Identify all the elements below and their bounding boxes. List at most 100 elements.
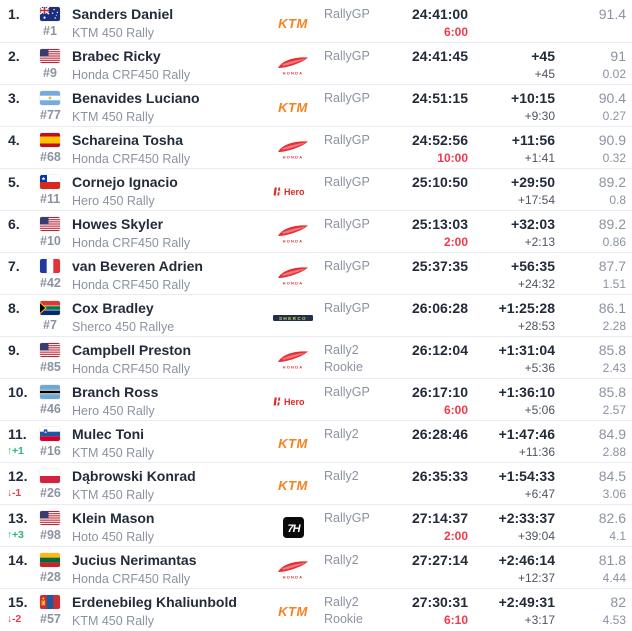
rider-name[interactable]: Cornejo Ignacio [72,174,178,190]
position: 2. [8,48,20,64]
table-row[interactable]: 7. #42 van Beveren Adrien Honda CRF450 R… [0,252,632,294]
table-row[interactable]: 12. ↓-1 #26 Dąbrowski Konrad KTM 450 Ral… [0,462,632,504]
score: 90.9 [598,132,626,148]
ktm-logo: KTM [271,100,315,115]
rider-name[interactable]: Erdenebileg Khaliunbold [72,594,237,610]
table-row[interactable]: 13. ↑+3 #98 Klein Mason Hoto 450 Rally 7… [0,504,632,546]
bike-model: Honda CRF450 Rally [72,236,191,250]
total-time: 26:28:46 [411,426,468,442]
category: Rally2 [324,427,359,441]
rider-name[interactable]: Dąbrowski Konrad [72,468,196,484]
score: 87.7 [598,258,626,274]
bike-model: Hoto 450 Rally [72,530,154,544]
honda-logo: HONDA [276,560,310,580]
gap-interval: +17:54 [517,193,555,207]
table-row[interactable]: 3. #77 Benavides Luciano KTM 450 Rally K… [0,84,632,126]
rider-name[interactable]: Brabec Ricky [72,48,161,64]
rider-name[interactable]: Campbell Preston [72,342,192,358]
score-gap: 0.8 [609,193,626,207]
bike-number: #26 [40,486,61,500]
gap-to-leader: +1:47:46 [498,426,555,442]
bike-model: KTM 450 Rally [72,614,154,628]
table-row[interactable]: 6. #10 Howes Skyler Honda CRF450 Rally H… [0,210,632,252]
flag-spain-icon [40,133,60,147]
gap-interval: +24:32 [517,277,555,291]
gap-interval: +45 [534,67,555,81]
gap-interval: +39:04 [517,529,555,543]
category: RallyGP [324,175,370,189]
bike-model: Honda CRF450 Rally [72,572,191,586]
table-row[interactable]: 10. #46 Branch Ross Hero 450 Rally Hero … [0,378,632,420]
subcategory: Rookie [324,360,363,374]
rider-name[interactable]: Schareina Tosha [72,132,184,148]
subcategory: Rookie [324,612,363,626]
category: RallyGP [324,301,370,315]
position: 10. [8,384,28,400]
gap-to-leader: +29:50 [511,174,555,190]
rider-name[interactable]: van Beveren Adrien [72,258,203,274]
table-row[interactable]: 5. #11 Cornejo Ignacio Hero 450 Rally He… [0,168,632,210]
score: 82 [610,594,626,610]
score-gap: 4.53 [602,613,626,627]
rider-name[interactable]: Mulec Toni [72,426,145,442]
gap-interval: +6:47 [524,487,555,501]
table-row[interactable]: 11. ↑+1 #16 Mulec Toni KTM 450 Rally KTM… [0,420,632,462]
bike-model: Honda CRF450 Rally [72,68,191,82]
score: 90.4 [598,90,626,106]
rider-name[interactable]: Cox Bradley [72,300,154,316]
score-gap: 2.28 [602,319,626,333]
position: 15. [8,594,28,610]
position: 12. [8,468,28,484]
category: RallyGP [324,49,370,63]
table-row[interactable]: 14. #28 Jucius Nerimantas Honda CRF450 R… [0,546,632,588]
rider-name[interactable]: Klein Mason [72,510,155,526]
honda-logo: HONDA [276,266,310,286]
total-time: 26:06:28 [411,300,468,316]
score-gap: 2.88 [602,445,626,459]
category: RallyGP [324,385,370,399]
flag-usa-icon [40,49,60,63]
total-time: 27:14:37 [411,510,468,526]
position: 5. [8,174,20,190]
position-change: ↑+3 [7,529,24,541]
position: 7. [8,258,20,274]
sherco-logo: SHERCO [272,313,314,323]
table-row[interactable]: 2. #9 Brabec Ricky Honda CRF450 Rally HO… [0,42,632,84]
svg-text:KTM: KTM [278,604,308,619]
position-change: ↓-2 [7,613,21,625]
total-time: 24:52:56 [411,132,468,148]
ktm-logo: KTM [271,16,315,31]
svg-text:KTM: KTM [278,100,308,115]
total-time: 24:51:15 [411,90,468,106]
rider-name[interactable]: Jucius Nerimantas [72,552,197,568]
table-row[interactable]: 9. #85 Campbell Preston Honda CRF450 Ral… [0,336,632,378]
rider-name[interactable]: Branch Ross [72,384,159,400]
category: RallyGP [324,511,370,525]
rider-name[interactable]: Howes Skyler [72,216,164,232]
rider-name[interactable]: Sanders Daniel [72,6,174,22]
bike-number: #16 [40,444,61,458]
gap-interval: +3:17 [524,613,555,627]
category: Rally2 [324,553,359,567]
total-time: 26:35:33 [411,468,468,484]
hero-logo: Hero [272,185,314,198]
rider-name[interactable]: Benavides Luciano [72,90,200,106]
table-row[interactable]: 15. ↓-2 #57 Erdenebileg Khaliunbold KTM … [0,588,632,630]
hero-logo: Hero [272,395,314,408]
table-row[interactable]: 1. #1 Sanders Daniel KTM 450 Rally KTM R… [0,0,632,42]
category: Rally2 [324,595,359,609]
gap-to-leader: +1:25:28 [498,300,555,316]
table-row[interactable]: 4. #68 Schareina Tosha Honda CRF450 Rall… [0,126,632,168]
score: 91 [610,48,626,64]
bike-model: KTM 450 Rally [72,446,154,460]
position-change: ↓-1 [7,487,21,499]
svg-text:KTM: KTM [278,16,308,31]
total-time: 26:17:10 [411,384,468,400]
gap-to-leader: +1:54:33 [498,468,555,484]
table-row[interactable]: 8. #7 Cox Bradley Sherco 450 Rallye SHER… [0,294,632,336]
gap-interval: +2:13 [524,235,555,249]
gap-to-leader: +11:56 [511,132,555,148]
honda-logo: HONDA [276,224,310,244]
bike-number: #46 [40,402,61,416]
